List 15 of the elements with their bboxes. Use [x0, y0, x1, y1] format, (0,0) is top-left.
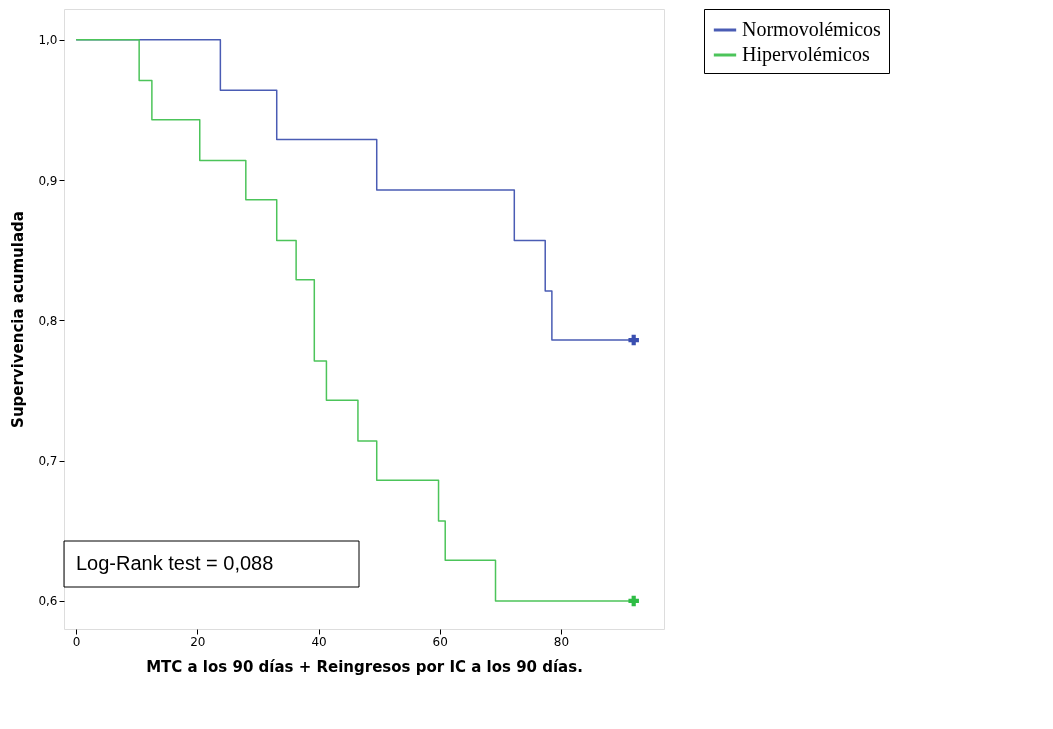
x-tick-label: 40 — [311, 634, 327, 649]
x-axis-title: MTC a los 90 días + Reingresos por IC a los 90 días. — [146, 657, 583, 676]
y-tick-label: 0,7 — [38, 454, 58, 469]
y-tick-label: 0,9 — [38, 173, 58, 188]
y-tick-label: 0,6 — [38, 594, 58, 609]
legend-label: Hipervolémicos — [742, 43, 870, 66]
legend-label: Normovolémicos — [742, 18, 882, 40]
x-tick-label: 0 — [72, 634, 81, 649]
x-tick-label: 20 — [190, 634, 206, 649]
y-axis-title: Supervivencia acumulada — [9, 211, 28, 428]
x-tick-label: 80 — [553, 634, 570, 649]
x-tick-label: 60 — [432, 634, 448, 649]
annotation: Log-Rank test = 0,088 — [76, 552, 274, 574]
y-tick-label: 1,0 — [38, 33, 58, 48]
y-tick-label: 0,8 — [38, 313, 58, 328]
